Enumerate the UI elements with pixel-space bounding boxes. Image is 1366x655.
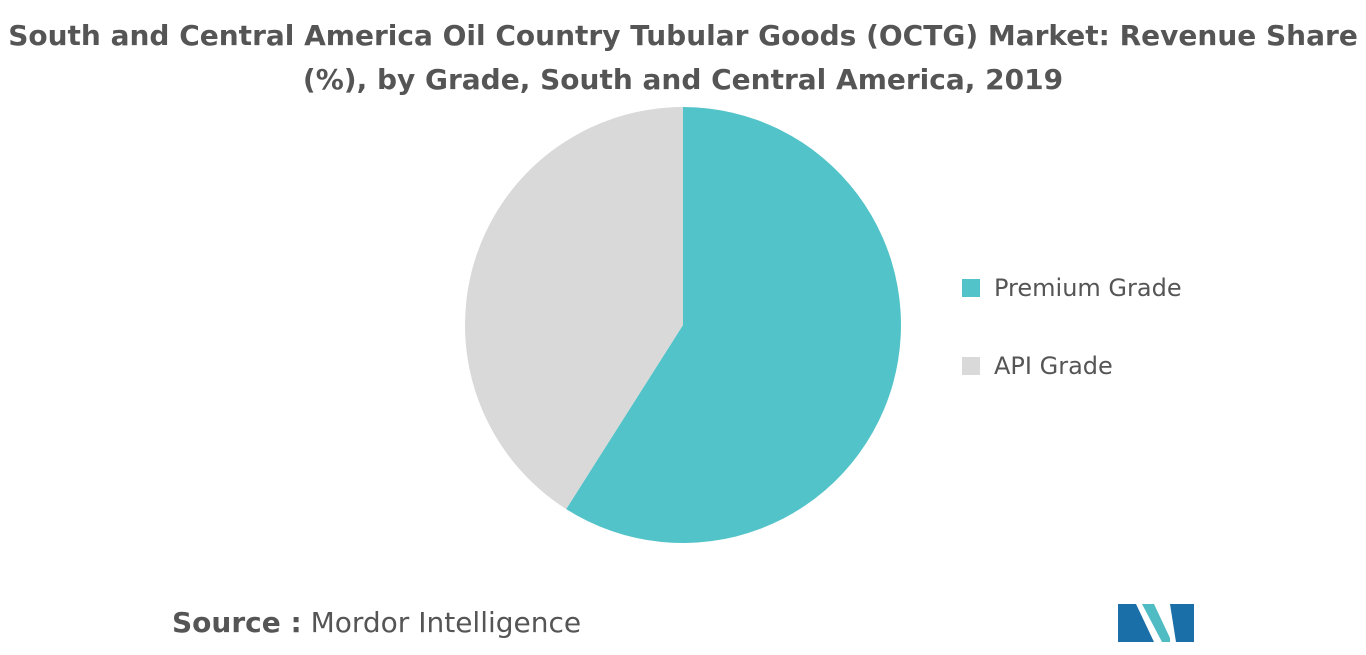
source-note: Source : Mordor Intelligence	[172, 606, 581, 639]
pie-slice-premium-grade	[566, 107, 902, 543]
legend-label-api-grade: API Grade	[994, 352, 1113, 380]
legend-item-api-grade: API Grade	[962, 348, 1182, 384]
pie-slices	[465, 107, 902, 543]
legend-swatch-premium-grade	[962, 279, 980, 297]
logo-part-middle	[1142, 604, 1170, 642]
logo-part-right	[1170, 604, 1194, 642]
mordor-intelligence-logo-icon	[1118, 604, 1194, 642]
pie-slice-api-grade	[465, 107, 683, 510]
source-value: Mordor Intelligence	[310, 606, 582, 639]
chart-legend: Premium Grade API Grade	[962, 270, 1182, 426]
legend-swatch-api-grade	[962, 357, 980, 375]
source-label: Source :	[172, 606, 302, 639]
logo-part-left	[1118, 604, 1154, 642]
chart-title: South and Central America Oil Country Tu…	[8, 19, 1358, 96]
legend-item-premium-grade: Premium Grade	[962, 270, 1182, 306]
legend-label-premium-grade: Premium Grade	[994, 274, 1182, 302]
